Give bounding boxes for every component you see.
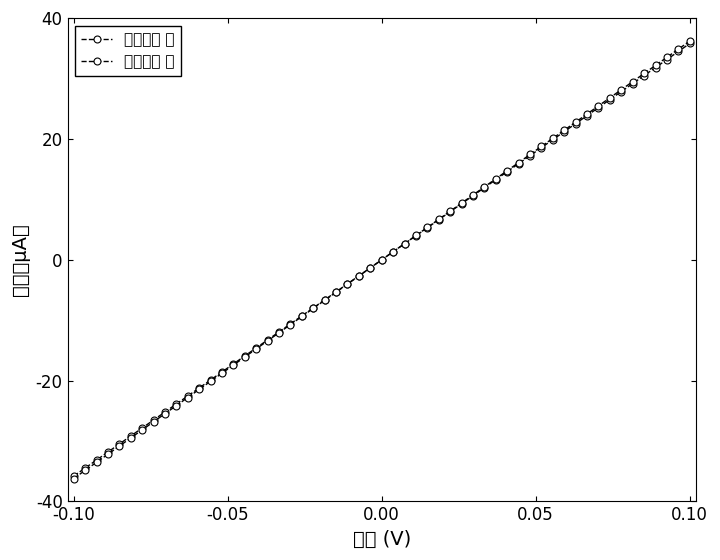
四电极方 法 <box>617 88 626 95</box>
两电极方 法 <box>685 38 694 44</box>
Y-axis label: 电流（μA）: 电流（μA） <box>11 223 30 296</box>
两电极方 法 <box>138 427 146 433</box>
Line: 两电极方 法: 两电极方 法 <box>71 38 693 482</box>
两电极方 法 <box>184 394 192 401</box>
四电极方 法 <box>674 48 683 55</box>
Line: 四电极方 法: 四电极方 法 <box>71 40 693 479</box>
两电极方 法 <box>217 370 226 376</box>
四电极方 法 <box>685 40 694 47</box>
四电极方 法 <box>69 473 78 479</box>
两电极方 法 <box>617 86 626 93</box>
两电极方 法 <box>297 313 306 320</box>
Legend: 两电极方 法, 四电极方 法: 两电极方 法, 四电极方 法 <box>75 26 181 76</box>
四电极方 法 <box>184 393 192 399</box>
两电极方 法 <box>674 46 683 53</box>
两电极方 法 <box>69 475 78 482</box>
X-axis label: 电压 (V): 电压 (V) <box>353 530 411 549</box>
四电极方 法 <box>297 312 306 319</box>
四电极方 法 <box>138 424 146 431</box>
四电极方 法 <box>217 368 226 375</box>
